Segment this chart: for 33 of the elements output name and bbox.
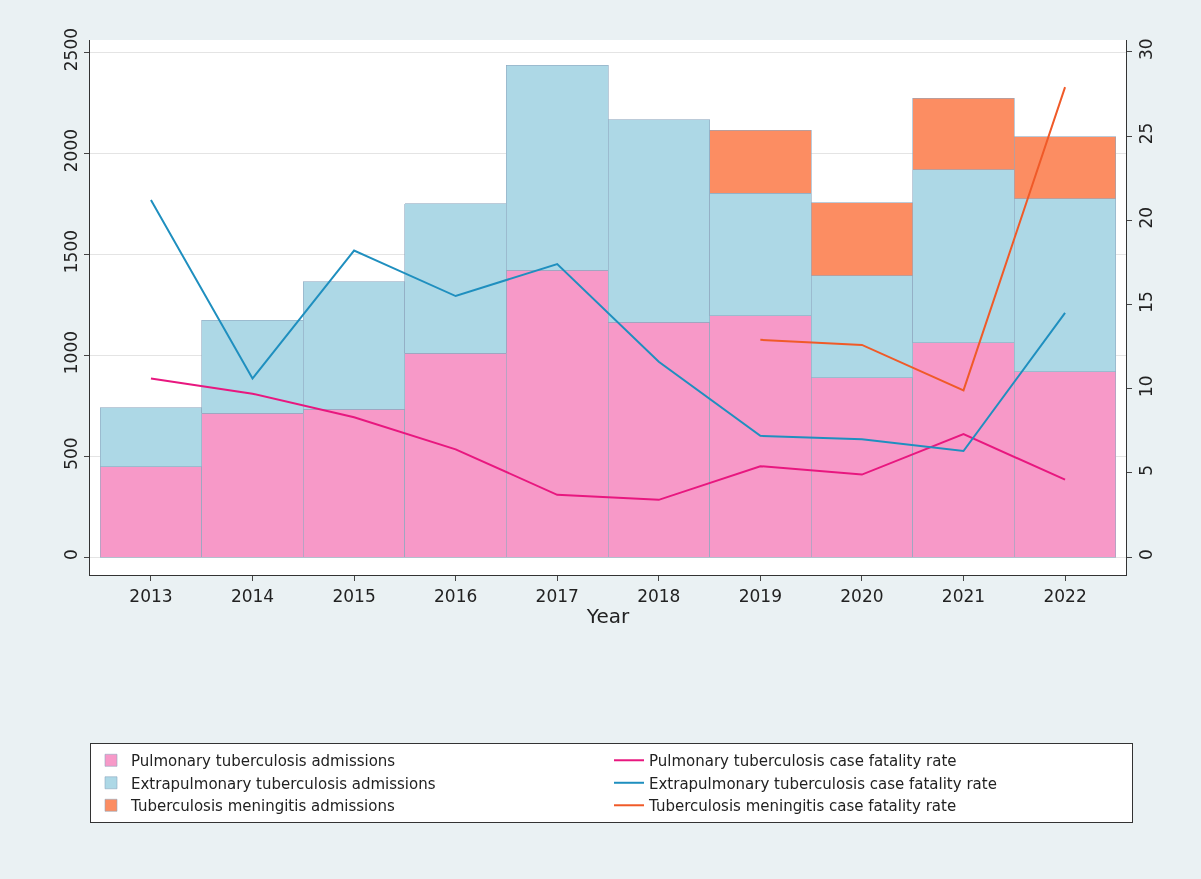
x-axis-title: Year (585, 604, 630, 629)
line-series (149, 199, 1067, 453)
x-tick-label: 2015 (332, 585, 376, 606)
x-tick-label: 2020 (840, 585, 884, 606)
y2-tick-label: 20 (1136, 206, 1157, 229)
x-tick-label: 2016 (434, 585, 478, 606)
y-tick-label: 1500 (61, 229, 82, 274)
legend-label: Pulmonary tuberculosis admissions (131, 752, 396, 771)
line-series (149, 377, 1067, 501)
y2-tick-label: 30 (1136, 38, 1157, 61)
y2-tick-label: 0 (1136, 549, 1157, 560)
x-tick-label: 2017 (535, 585, 579, 606)
x-tick-label: 2013 (129, 585, 173, 606)
y-tick-label: 2500 (61, 27, 82, 72)
x-tick-label: 2019 (738, 585, 782, 606)
legend-label: Tuberculosis meningitis case fatality rate (648, 797, 957, 816)
line-series (759, 86, 1067, 392)
x-tick-label: 2021 (941, 585, 986, 606)
y-tick-label: 1000 (61, 330, 82, 375)
y2-tick-label: 5 (1136, 464, 1157, 476)
y2-tick-label: 25 (1136, 122, 1157, 145)
y-tick-label: 500 (61, 437, 82, 470)
legend-label: Pulmonary tuberculosis case fatality rate (649, 752, 957, 771)
legend-label: Extrapulmonary tuberculosis admissions (131, 774, 436, 793)
x-tick-label: 2022 (1043, 585, 1087, 606)
y2-tick-label: 10 (1136, 375, 1157, 397)
y2-tick-label: 15 (1136, 291, 1157, 313)
x-tick-label: 2014 (230, 585, 275, 606)
x-tick-label: 2018 (637, 585, 681, 606)
legend-label: Extrapulmonary tuberculosis case fatality rate (649, 774, 997, 793)
y-tick-label: 0 (61, 549, 82, 561)
legend-label: Tuberculosis meningitis admissions (130, 797, 395, 816)
y-tick-label: 2000 (61, 128, 82, 173)
